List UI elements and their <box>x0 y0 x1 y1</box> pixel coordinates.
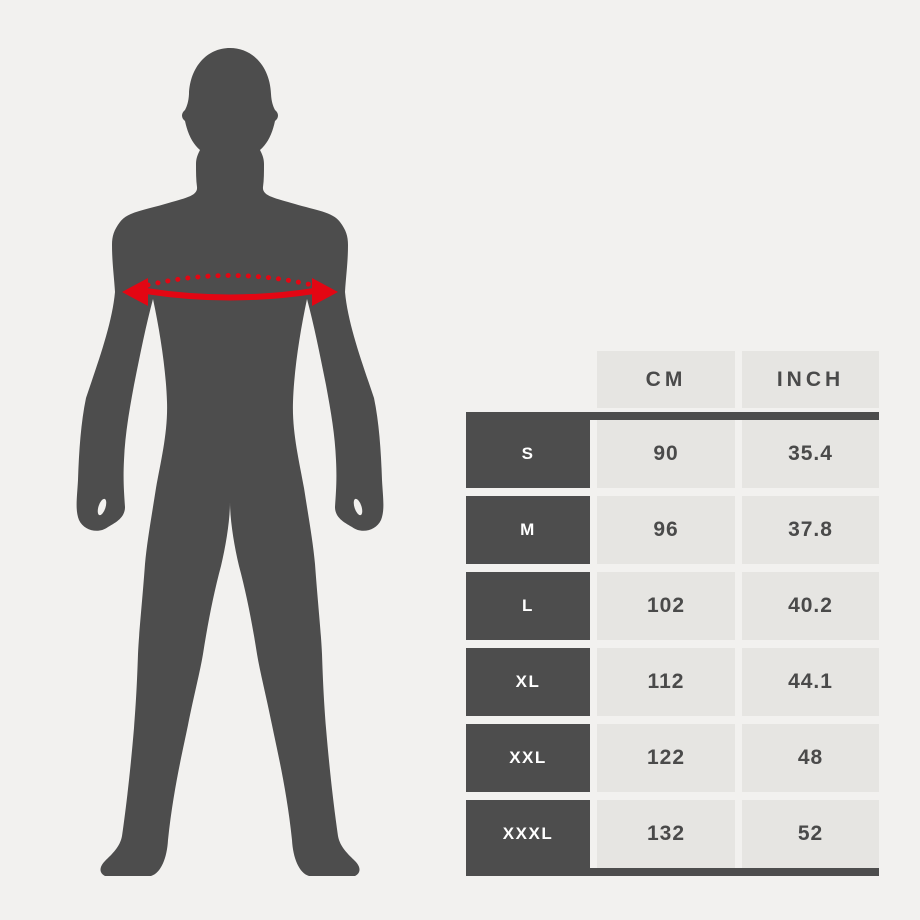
table-row: XXXL 132 52 <box>466 800 879 868</box>
table-row: M 96 37.8 <box>466 496 879 564</box>
table-row: XL 112 44.1 <box>466 648 879 716</box>
table-row: XXL 122 48 <box>466 724 879 792</box>
size-label-cell: XL <box>466 648 590 716</box>
column-header-inch: INCH <box>742 351 879 408</box>
inch-value-cell: 35.4 <box>742 420 879 488</box>
size-label-cell: XXXL <box>466 800 590 868</box>
left-thumb-notch <box>97 498 107 516</box>
inch-value-cell: 48 <box>742 724 879 792</box>
table-top-divider <box>466 412 879 420</box>
cm-value-cell: 102 <box>597 572 735 640</box>
size-label-cell: XXL <box>466 724 590 792</box>
body-silhouette-figure <box>55 40 405 885</box>
male-body-silhouette <box>76 48 384 876</box>
inch-value-cell: 52 <box>742 800 879 868</box>
right-thumb-notch <box>353 498 363 516</box>
table-header-row: CM INCH <box>466 351 879 408</box>
table-row: L 102 40.2 <box>466 572 879 640</box>
size-label-cell: M <box>466 496 590 564</box>
table-bottom-divider <box>466 868 879 876</box>
left-arrowhead-icon <box>122 278 148 306</box>
measure-line <box>143 288 317 301</box>
cm-value-cell: 96 <box>597 496 735 564</box>
header-spacer-cell <box>466 351 590 408</box>
cm-value-cell: 132 <box>597 800 735 868</box>
chest-measurement-arrow-icon <box>122 273 338 306</box>
body-shape <box>76 48 384 876</box>
inch-value-cell: 44.1 <box>742 648 879 716</box>
inch-value-cell: 40.2 <box>742 572 879 640</box>
table-row: S 90 35.4 <box>466 420 879 488</box>
cm-value-cell: 90 <box>597 420 735 488</box>
cm-value-cell: 112 <box>597 648 735 716</box>
cm-value-cell: 122 <box>597 724 735 792</box>
right-arrowhead-icon <box>312 278 338 306</box>
size-chart-table: CM INCH S 90 35.4 M 96 37.8 L 102 40.2 X… <box>466 351 879 876</box>
column-header-cm: CM <box>597 351 735 408</box>
measure-tape-dotted-arc <box>145 273 315 288</box>
table-body: S 90 35.4 M 96 37.8 L 102 40.2 XL 112 44… <box>466 420 879 868</box>
size-label-cell: S <box>466 420 590 488</box>
inch-value-cell: 37.8 <box>742 496 879 564</box>
size-label-cell: L <box>466 572 590 640</box>
